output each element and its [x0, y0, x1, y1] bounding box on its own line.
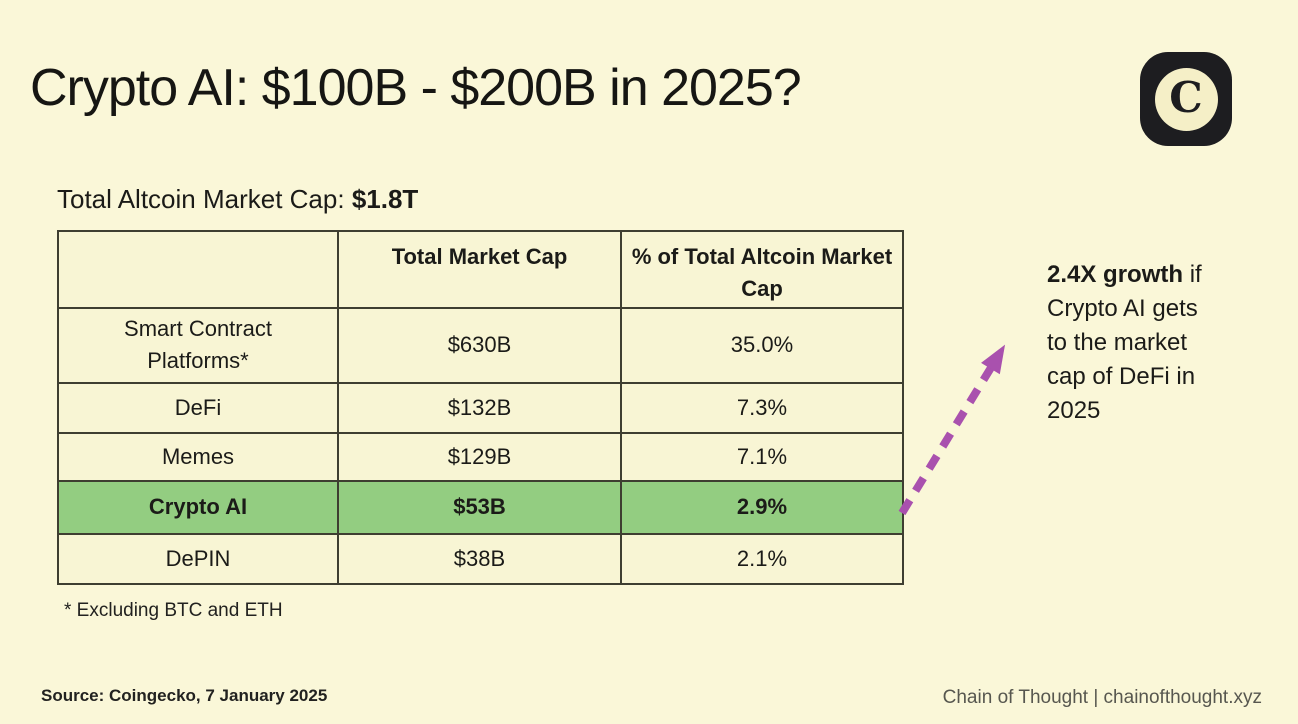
row-label: Smart Contract Platforms*: [57, 306, 339, 384]
table-row: Smart Contract Platforms* $630B 35.0%: [57, 306, 904, 384]
row-label: Crypto AI: [57, 479, 339, 535]
row-market-cap: $53B: [337, 479, 622, 535]
chain-of-thought-logo: C: [1140, 52, 1232, 146]
annotation-bold-text: 2.4X growth: [1047, 261, 1184, 288]
growth-arrow-icon: [898, 344, 1006, 516]
source-attribution: Source: Coingecko, 7 January 2025: [41, 686, 328, 705]
row-pct: 35.0%: [620, 306, 904, 384]
credit-watermark: Chain of Thought | chainofthought.xyz: [942, 687, 1262, 708]
row-label: DeFi: [57, 381, 339, 434]
logo-letter-c: C: [1169, 73, 1203, 122]
header-category: [57, 230, 339, 309]
header-pct-altcoin: % of Total Altcoin Market Cap: [620, 230, 904, 309]
footnote: * Excluding BTC and ETH: [64, 600, 283, 621]
table-row: Memes $129B 7.1%: [57, 431, 904, 482]
subtitle-label: Total Altcoin Market Cap:: [57, 184, 352, 214]
table-row-highlighted-crypto-ai: Crypto AI $53B 2.9%: [57, 479, 904, 535]
row-market-cap: $132B: [337, 381, 622, 434]
row-market-cap: $129B: [337, 431, 622, 482]
row-market-cap: $630B: [337, 306, 622, 384]
page-title: Crypto AI: $100B - $200B in 2025?: [30, 59, 802, 117]
row-pct: 7.1%: [620, 431, 904, 482]
row-pct: 2.1%: [620, 532, 904, 585]
row-pct: 2.9%: [620, 479, 904, 535]
annotation-text: if Crypto AI gets to the market cap of D…: [1047, 261, 1202, 424]
header-total-market-cap: Total Market Cap: [337, 230, 622, 309]
table-row: DeFi $132B 7.3%: [57, 381, 904, 434]
logo-circle: C: [1154, 67, 1218, 131]
row-pct: 7.3%: [620, 381, 904, 434]
table-header-row: Total Market Cap % of Total Altcoin Mark…: [57, 230, 904, 309]
row-label: Memes: [57, 431, 339, 482]
subtitle-value: $1.8T: [351, 184, 419, 214]
subtitle: Total Altcoin Market Cap: $1.8T: [57, 184, 418, 215]
growth-annotation: 2.4X growth if Crypto AI gets to the mar…: [1047, 258, 1222, 428]
market-cap-table: Total Market Cap % of Total Altcoin Mark…: [57, 230, 904, 585]
table-row: DePIN $38B 2.1%: [57, 532, 904, 585]
row-label: DePIN: [57, 532, 339, 585]
row-market-cap: $38B: [337, 532, 622, 585]
